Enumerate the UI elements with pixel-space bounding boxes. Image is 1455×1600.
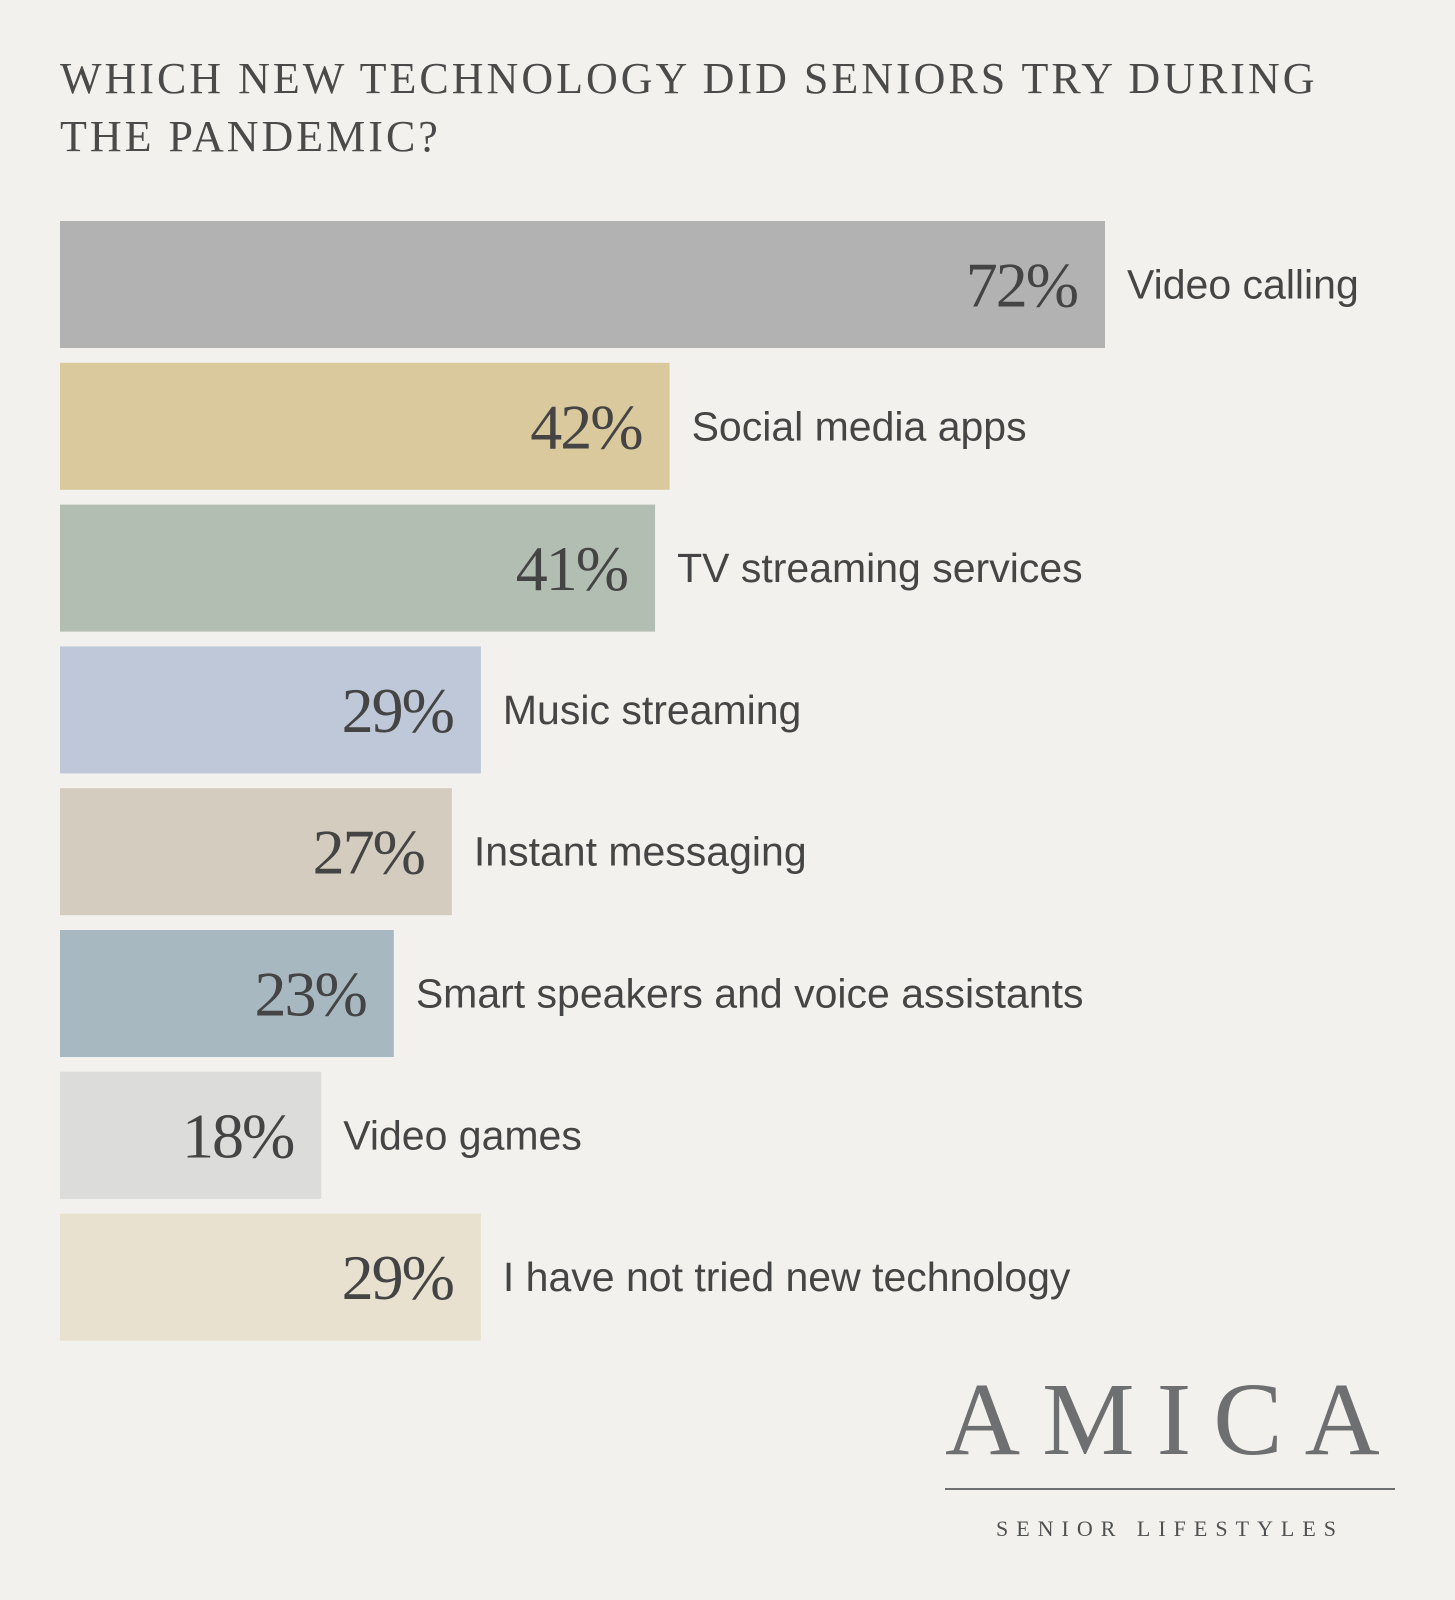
category-label: Video games [343,1112,582,1158]
bar-value-label: 29% [342,675,454,746]
bar-value-label: 23% [255,959,367,1030]
bar-8 [60,1213,481,1341]
bar-5 [60,788,452,916]
bar-value-label: 27% [313,817,425,888]
bar-1 [60,221,1105,348]
brand-logo: AMICA SENIOR LIFESTYLES [945,1362,1402,1542]
bar-value-label: 29% [342,1242,454,1313]
bar-value-label: 18% [182,1100,294,1171]
category-label: Smart speakers and voice assistants [416,971,1084,1017]
bar-6 [60,930,394,1057]
bar-value-label: 41% [516,533,628,604]
bar-2 [60,362,670,490]
chart-title: WHICH NEW TECHNOLOGY DID SENIORS TRY DUR… [60,54,1318,161]
bar-value-label: 72% [966,250,1078,321]
bar-3 [60,504,656,632]
category-label: Video calling [1127,262,1359,308]
category-label: TV streaming services [677,545,1083,591]
logo-tagline: SENIOR LIFESTYLES [995,1516,1345,1541]
bar-7 [60,1071,322,1199]
logo-wordmark: AMICA [945,1362,1402,1477]
category-label: Music streaming [503,687,801,733]
bar-4 [60,646,481,774]
category-label: Instant messaging [474,829,807,875]
bar-chart: 72% Video calling 42% Social media apps 41% T… [60,221,1359,1341]
logo-divider [945,1488,1395,1490]
category-label: I have not tried new technology [503,1254,1071,1300]
bar-value-label: 42% [530,391,642,462]
category-label: Social media apps [692,403,1027,449]
